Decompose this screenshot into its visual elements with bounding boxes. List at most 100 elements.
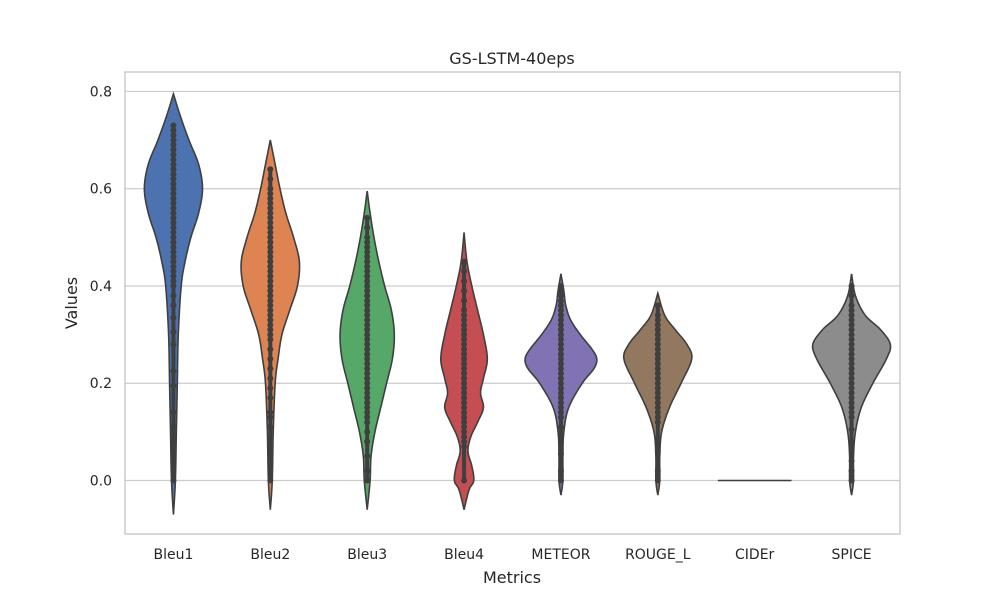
data-point xyxy=(461,409,468,416)
data-point xyxy=(557,365,564,372)
data-point xyxy=(848,458,855,465)
data-point xyxy=(170,205,177,212)
violin-bleu2 xyxy=(240,139,301,510)
violin-bleu1 xyxy=(143,91,204,515)
data-point xyxy=(461,419,468,426)
data-point xyxy=(461,443,468,450)
data-point xyxy=(364,380,371,387)
data-point xyxy=(848,380,855,387)
y-tick-label: 0.8 xyxy=(90,84,112,100)
data-point xyxy=(267,424,274,431)
data-point xyxy=(848,370,855,377)
data-point xyxy=(654,331,661,338)
x-tick-label: Bleu4 xyxy=(444,547,484,563)
data-point xyxy=(848,312,855,319)
y-axis-label: Values xyxy=(62,277,81,329)
data-point xyxy=(848,477,855,484)
data-point xyxy=(170,122,177,129)
data-point xyxy=(170,156,177,163)
data-point xyxy=(364,214,371,221)
data-point xyxy=(557,331,564,338)
data-point xyxy=(654,321,661,328)
data-point xyxy=(848,292,855,299)
data-point xyxy=(267,450,274,457)
data-point xyxy=(364,287,371,294)
data-point xyxy=(364,273,371,280)
data-point xyxy=(557,297,564,304)
data-point xyxy=(267,292,274,299)
data-point xyxy=(461,268,468,275)
data-point xyxy=(654,312,661,319)
data-point xyxy=(364,360,371,367)
data-point xyxy=(557,477,564,484)
data-point xyxy=(848,282,855,289)
data-point xyxy=(170,273,177,280)
data-point xyxy=(461,346,468,353)
data-point xyxy=(364,355,371,362)
data-point xyxy=(461,428,468,435)
data-point xyxy=(848,360,855,367)
data-point xyxy=(267,190,274,197)
data-point xyxy=(364,302,371,309)
data-point xyxy=(557,317,564,324)
y-tick-label: 0.0 xyxy=(90,474,112,490)
data-point xyxy=(364,336,371,343)
data-point xyxy=(170,314,177,321)
data-point xyxy=(557,433,564,440)
data-point xyxy=(267,195,274,202)
data-point xyxy=(170,253,177,260)
data-point xyxy=(364,399,371,406)
data-point xyxy=(267,229,274,236)
data-point xyxy=(461,380,468,387)
data-point xyxy=(848,365,855,372)
data-point xyxy=(267,385,274,392)
data-point xyxy=(364,326,371,333)
data-point xyxy=(654,477,661,484)
data-point xyxy=(170,382,177,389)
data-point xyxy=(557,389,564,396)
data-point xyxy=(170,329,177,336)
data-point xyxy=(170,132,177,139)
data-point xyxy=(267,205,274,212)
data-point xyxy=(654,436,661,443)
data-point xyxy=(170,214,177,221)
data-point xyxy=(364,258,371,265)
data-point xyxy=(654,448,661,455)
data-point xyxy=(461,355,468,362)
data-point xyxy=(848,389,855,396)
data-point xyxy=(848,394,855,401)
x-tick-label: SPICE xyxy=(832,547,872,563)
data-point xyxy=(461,326,468,333)
data-point xyxy=(267,258,274,265)
data-point xyxy=(364,282,371,289)
data-point xyxy=(170,258,177,265)
data-point xyxy=(170,268,177,275)
data-point xyxy=(654,375,661,382)
data-point xyxy=(364,244,371,251)
data-point xyxy=(364,321,371,328)
data-point xyxy=(557,414,564,421)
data-point xyxy=(848,355,855,362)
data-point xyxy=(170,278,177,285)
data-point xyxy=(461,278,468,285)
data-point xyxy=(170,234,177,241)
data-point xyxy=(848,385,855,392)
data-point xyxy=(267,214,274,221)
data-point xyxy=(170,195,177,202)
data-point xyxy=(364,453,371,460)
data-point xyxy=(364,312,371,319)
data-point xyxy=(170,219,177,226)
data-point xyxy=(848,302,855,309)
data-point xyxy=(267,336,274,343)
data-point xyxy=(267,210,274,217)
data-point xyxy=(364,253,371,260)
data-point xyxy=(848,346,855,353)
data-point xyxy=(848,414,855,421)
data-point xyxy=(170,137,177,144)
data-point xyxy=(557,326,564,333)
data-point xyxy=(364,351,371,358)
data-point xyxy=(461,365,468,372)
data-point xyxy=(557,394,564,401)
data-point xyxy=(267,409,274,416)
